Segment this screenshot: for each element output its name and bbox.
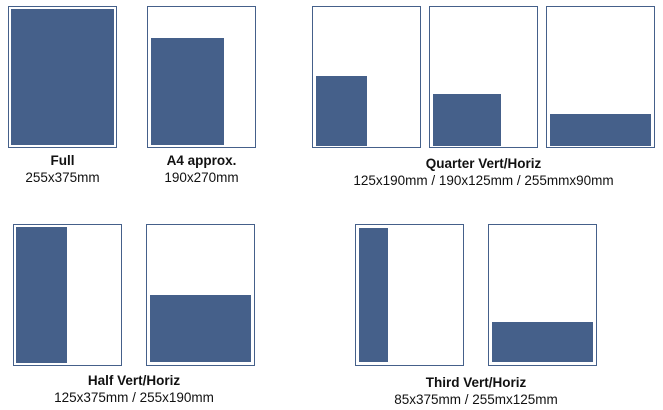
half-caption: Half Vert/Horiz 125x375mm / 255x190mm (13, 372, 255, 406)
a4-title: A4 approx. (166, 153, 237, 168)
full-page-area (11, 9, 114, 145)
half-horizontal-area (150, 295, 251, 362)
quarter-strip-page-diagram (546, 6, 655, 148)
a4-caption: A4 approx. 190x270mm (147, 152, 256, 186)
half-sizes: 125x375mm / 255x190mm (54, 390, 214, 405)
a4-sizes: 190x270mm (164, 170, 239, 185)
quarter-caption: Quarter Vert/Horiz 125x190mm / 190x125mm… (312, 155, 655, 189)
third-vertical-area (359, 228, 388, 362)
full-sizes: 255x375mm (25, 170, 100, 185)
third-title: Third Vert/Horiz (425, 375, 527, 390)
quarter-strip-area (550, 114, 651, 146)
full-title: Full (50, 153, 75, 168)
half-vertical-area (16, 227, 67, 363)
quarter-vertical-page-diagram (312, 6, 421, 148)
half-title: Half Vert/Horiz (87, 373, 181, 388)
half-vertical-page-diagram (13, 224, 122, 366)
quarter-horizontal-page-diagram (429, 6, 538, 148)
third-vertical-page-diagram (355, 224, 464, 366)
quarter-vertical-area (316, 76, 367, 146)
full-page-diagram (8, 6, 117, 148)
half-horizontal-page-diagram (146, 224, 255, 366)
third-horizontal-area (492, 322, 593, 362)
quarter-horizontal-area (433, 94, 501, 146)
full-caption: Full 255x375mm (8, 152, 117, 186)
a4-page-diagram (147, 6, 256, 148)
a4-area (151, 38, 224, 145)
quarter-sizes: 125x190mm / 190x125mm / 255mmx90mm (353, 173, 614, 188)
third-horizontal-page-diagram (488, 224, 597, 366)
quarter-title: Quarter Vert/Horiz (425, 156, 542, 171)
third-sizes: 85x375mm / 255mx125mm (394, 392, 558, 407)
third-caption: Third Vert/Horiz 85x375mm / 255mx125mm (355, 374, 597, 408)
